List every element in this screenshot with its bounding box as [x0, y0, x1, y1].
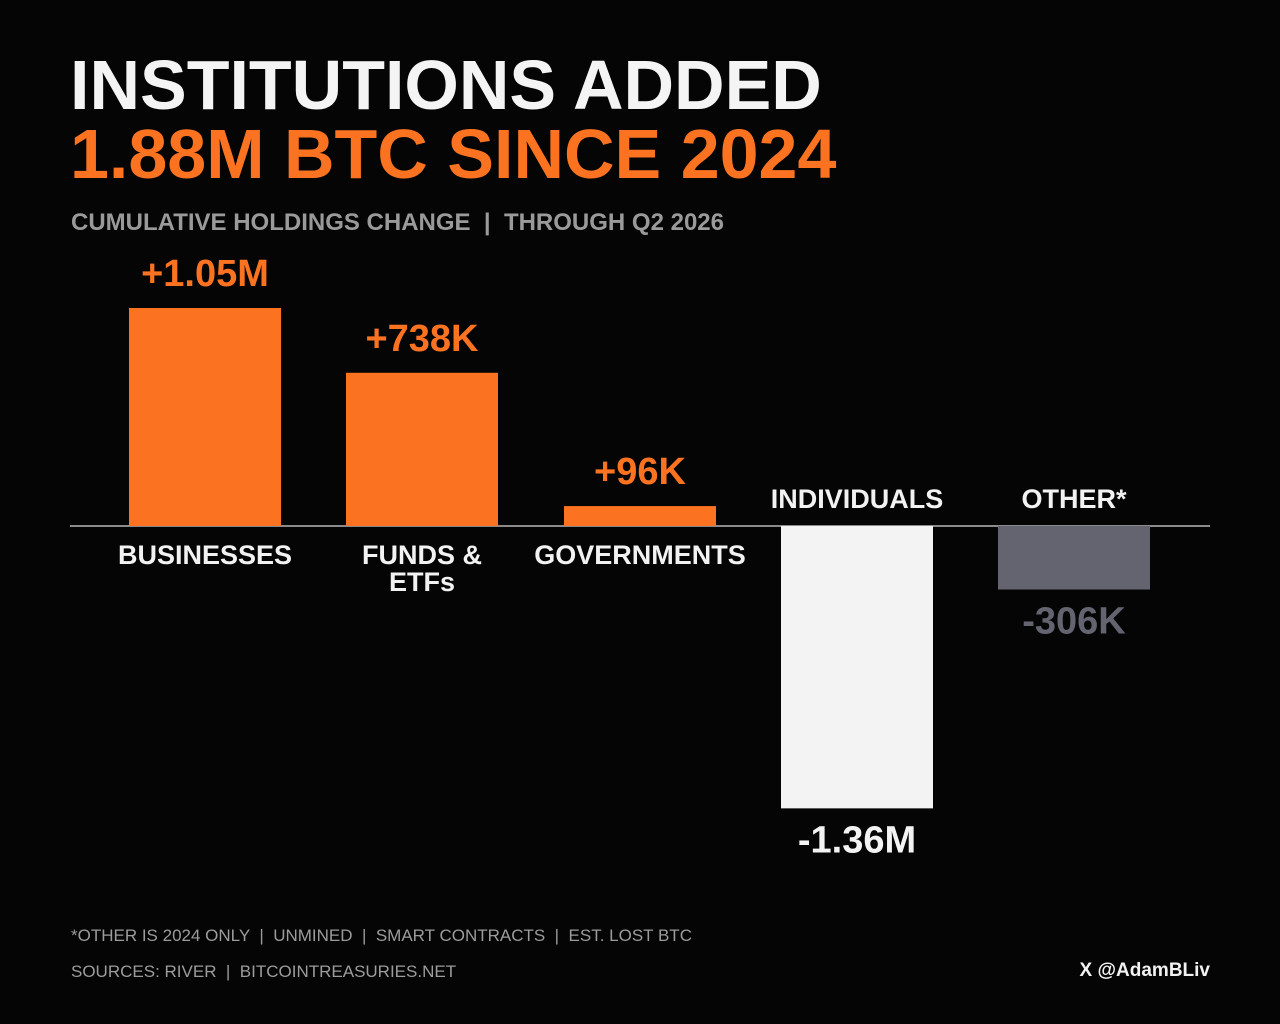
value-label-1: +1.05M [141, 253, 269, 295]
bar-1 [129, 308, 281, 526]
category-label-group: BUSINESSES FUNDS &ETFs GOVERNMENTS INDIVIDU… [118, 484, 1127, 597]
bar-2 [346, 372, 498, 526]
footnote: *OTHER IS 2024 ONLY | UNMINED | SMART CO… [71, 926, 692, 945]
category-label-1: BUSINESSES [118, 540, 292, 570]
value-label-2: +738K [365, 318, 479, 360]
category-label-2: FUNDS & [362, 540, 482, 570]
author-handle: X @AdamBLiv [1079, 960, 1210, 981]
category-label-5: OTHER* [1021, 484, 1127, 514]
value-label-4: -1.36M [798, 819, 916, 861]
sources-note: SOURCES: RIVER | BITCOINTREASURIES.NET [71, 962, 457, 981]
bar-group [129, 308, 1150, 809]
title-line-2: 1.88M BTC SINCE 2024 [70, 115, 837, 193]
value-label-5: -306K [1022, 601, 1126, 643]
category-label-2-line2: ETFs [389, 567, 455, 597]
title-line-1: INSTITUTIONS ADDED [70, 46, 822, 124]
chart-subtitle: CUMULATIVE HOLDINGS CHANGE | THROUGH Q2 … [71, 209, 725, 236]
value-label-3: +96K [594, 451, 686, 493]
value-label-group: +1.05M +738K +96K -1.36M -306K [141, 253, 1126, 861]
bar-4 [781, 526, 933, 809]
bar-3 [564, 506, 716, 526]
bar-5 [998, 526, 1150, 590]
category-label-4: INDIVIDUALS [771, 484, 944, 514]
category-label-3: GOVERNMENTS [534, 540, 746, 570]
